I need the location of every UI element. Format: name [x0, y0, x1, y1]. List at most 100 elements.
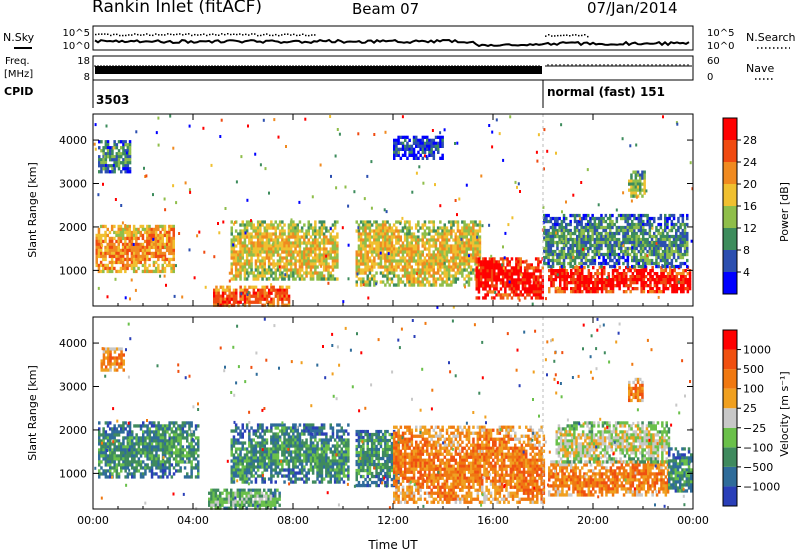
data-cell — [644, 222, 647, 227]
data-cell — [320, 229, 324, 233]
data-cell — [172, 224, 175, 229]
data-cell — [495, 266, 498, 270]
data-cell — [130, 236, 134, 241]
data-cell — [477, 275, 481, 279]
data-cell — [681, 252, 685, 257]
data-cell — [428, 241, 431, 245]
data-cell — [591, 243, 594, 248]
scatter-cell — [525, 259, 528, 263]
data-cell — [261, 291, 264, 295]
data-cell — [124, 158, 127, 162]
data-cell — [600, 290, 604, 294]
data-cell — [245, 262, 249, 266]
data-cell — [357, 238, 361, 242]
scatter-cell — [105, 124, 108, 128]
data-cell — [252, 291, 256, 295]
data-cell — [517, 257, 520, 261]
data-cell — [106, 146, 110, 150]
data-cell — [600, 252, 603, 257]
data-cell — [602, 255, 605, 260]
data-cell — [595, 222, 599, 227]
data-cell — [139, 245, 142, 250]
data-cell — [657, 237, 660, 242]
data-cell — [366, 274, 369, 278]
data-cell — [432, 141, 436, 145]
data-cell — [368, 283, 372, 287]
data-cell — [445, 259, 449, 263]
data-cell — [443, 226, 446, 230]
data-cell — [423, 265, 427, 269]
data-cell — [581, 269, 584, 273]
data-cell — [501, 260, 505, 264]
data-cell — [598, 240, 601, 245]
data-cell — [657, 246, 660, 251]
data-cell — [562, 246, 566, 251]
data-cell — [545, 228, 548, 233]
data-cell — [403, 232, 407, 236]
data-cell — [336, 232, 339, 236]
data-cell — [265, 235, 269, 239]
data-cell — [631, 222, 634, 227]
data-cell — [604, 213, 608, 218]
data-cell — [637, 234, 641, 239]
data-cell — [104, 233, 107, 238]
data-cell — [593, 222, 597, 227]
data-cell — [434, 247, 438, 251]
data-cell — [408, 250, 411, 254]
data-cell — [285, 247, 288, 251]
data-cell — [250, 253, 253, 257]
data-cell — [102, 451, 105, 455]
data-cell — [633, 264, 636, 269]
data-cell — [602, 240, 605, 245]
data-cell — [430, 244, 433, 248]
data-cell — [488, 275, 492, 279]
data-cell — [560, 246, 564, 251]
data-cell — [602, 219, 605, 224]
data-cell — [450, 280, 453, 284]
data-cell — [276, 277, 280, 281]
data-cell — [662, 272, 665, 276]
data-cell — [100, 448, 103, 452]
data-cell — [146, 239, 149, 244]
data-cell — [584, 246, 588, 251]
data-cell — [399, 235, 402, 239]
nsearch-point — [545, 35, 547, 37]
data-cell — [287, 259, 291, 263]
data-cell — [148, 248, 151, 253]
data-cell — [298, 262, 302, 266]
data-cell — [573, 243, 577, 248]
data-cell — [128, 170, 132, 174]
data-cell — [642, 225, 645, 230]
data-cell — [523, 281, 527, 285]
data-cell — [417, 244, 420, 248]
data-cell — [639, 228, 643, 233]
data-cell — [477, 284, 481, 288]
data-cell — [668, 255, 671, 260]
data-cell — [437, 141, 440, 145]
data-cell — [589, 272, 593, 276]
data-cell — [364, 253, 367, 257]
data-cell — [543, 231, 546, 236]
data-cell — [95, 257, 98, 262]
data-cell — [664, 216, 667, 221]
data-cell — [684, 287, 687, 291]
data-cell — [560, 234, 564, 239]
data-cell — [403, 256, 407, 260]
scatter-cell — [518, 298, 521, 302]
nsearch-point — [185, 33, 187, 35]
data-cell — [604, 261, 608, 266]
data-cell — [661, 252, 665, 257]
data-cell — [410, 235, 413, 239]
data-cell — [135, 269, 138, 274]
data-cell — [517, 281, 520, 285]
data-cell — [628, 246, 632, 251]
data-cell — [636, 170, 640, 174]
data-cell — [545, 213, 548, 218]
data-cell — [248, 271, 251, 275]
data-cell — [333, 250, 337, 254]
data-cell — [386, 244, 389, 248]
data-cell — [359, 232, 363, 236]
data-cell — [100, 164, 103, 168]
data-cell — [109, 164, 112, 168]
